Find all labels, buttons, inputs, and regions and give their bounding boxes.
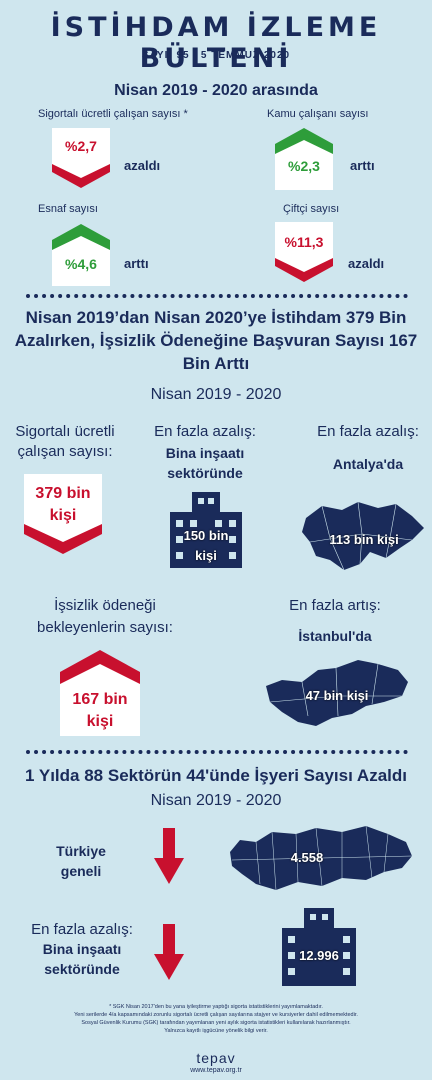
employees-label-1: Sigortalı ücretli [15,423,115,440]
website-link[interactable]: www.tepav.org.tr [190,1067,242,1074]
down-badge-icon [52,128,110,188]
sector-name-1: Bina inşaatı [42,941,122,957]
employees-value-1: 379 bin [35,485,91,502]
unemployment-value-1: 167 bin [72,691,128,708]
insured-employees-label: Sigortalı ücretli çalışan sayısı * [38,108,188,120]
farmers-value: %11,3 [284,234,324,250]
sector-value: 12.996 [299,948,339,963]
footer-note: Sosyal Güvenlik Kurumu (SGK) tarafından … [81,1020,351,1026]
insured-employees-trend: azaldı [124,158,161,173]
province-increase-label: En fazla artış: [289,597,381,614]
tradesmen-value: %4,6 [65,256,97,272]
issue-info: SAYI: 95 | 5 TEMMUZ 2020 [141,50,291,61]
tradesmen-trend: arttı [124,256,149,271]
province-increase-value: 47 bin kişi [305,688,369,703]
turkey-value: 4.558 [290,850,324,865]
down-badge-icon [275,222,333,282]
public-employees-value: %2,3 [288,158,320,174]
down-arrow-icon [154,828,184,884]
sector-decrease-label: En fazla azalış: [154,423,256,440]
section3-period: Nisan 2019 - 2020 [150,792,282,809]
unemployment-value-2: kişi [86,713,114,730]
up-badge-icon [60,650,140,736]
insured-employees-value: %2,7 [65,138,97,154]
section2-headline-line1: Nisan 2019’dan Nisan 2020’ye İstihdam 37… [25,308,407,327]
footer-note: Yeni serilerde 4/a kapsamındaki zorunlu … [74,1012,358,1018]
footer-note: Yalnızca kayıtlı işgücüne yönelik bilgi … [164,1028,268,1034]
employees-value-2: kişi [49,507,77,524]
divider [26,750,408,754]
farmers-trend: azaldı [348,256,385,271]
section2-period: Nisan 2019 - 2020 [150,386,282,403]
turkey-label-1: Türkiye [56,843,106,859]
footer-note: * SGK Nisan 2017'den bu yana iyileştirme… [109,1004,323,1010]
province-decrease-label: En fazla azalış: [317,423,419,440]
turkey-label-2: geneli [60,863,102,879]
unemployment-label-1: İşsizlik ödeneği [54,597,156,614]
building-icon [170,492,242,568]
sector-decrease-name-1: Bina inşaatı [165,445,245,461]
tradesmen-label: Esnaf sayısı [38,203,98,215]
public-employees-trend: arttı [350,158,375,173]
employees-label-2: çalışan sayısı: [17,443,113,460]
section3-headline: 1 Yılda 88 Sektörün 44'ünde İşyeri Sayıs… [25,766,407,785]
province-decrease-name: Antalya'da [332,456,404,472]
brand-logo: tepav [196,1050,236,1066]
section2-headline-line3: Bin Arttı [182,354,250,373]
down-badge-icon [24,474,102,554]
sector-label: En fazla azalış: [31,921,133,938]
sector-decrease-name-2: sektöründe [167,465,243,481]
section1-period: Nisan 2019 - 2020 arasında [114,82,318,99]
sector-decrease-value-1: 150 bin [183,528,229,543]
sector-decrease-value-2: kişi [195,548,217,563]
farmers-label: Çiftçi sayısı [283,203,340,215]
building-icon [282,908,356,986]
province-decrease-value: 113 bin kişi [329,532,399,547]
page-title: İSTİHDAM İZLEME BÜLTENİ [50,12,382,74]
istanbul-map-icon [266,660,408,726]
up-badge-icon [275,128,333,190]
divider [26,294,408,298]
antalya-map-icon [302,501,424,571]
footer-notes: * SGK Nisan 2017'den bu yana iyileştirme… [20,1003,412,1035]
unemployment-label-2: bekleyenlerin sayısı: [37,619,173,636]
up-badge-icon [52,224,110,286]
sector-name-2: sektöründe [44,961,120,977]
down-arrow-icon [154,924,184,980]
public-employees-label: Kamu çalışanı sayısı [267,108,369,120]
province-increase-name: İstanbul'da [298,628,372,644]
turkey-map-icon [230,825,413,891]
section2-headline-line2: Azalırken, İşsizlik Ödeneğine Başvuran S… [14,331,418,350]
